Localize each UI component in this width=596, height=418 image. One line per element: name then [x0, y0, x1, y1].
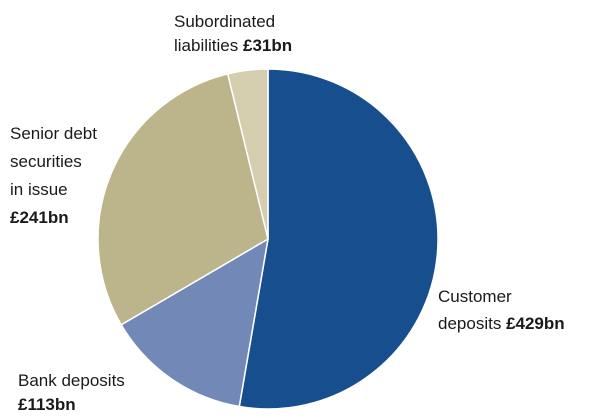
- label-bank-deposits: Bank deposits £113bn: [18, 369, 125, 417]
- label-customer-deposits: Customer deposits £429bn: [438, 283, 565, 337]
- label-line: Subordinated: [174, 12, 276, 31]
- label-senior-debt: Senior debt securities in issue £241bn: [10, 120, 97, 232]
- pie-slice-senior: [97, 73, 269, 326]
- value-label: £429bn: [506, 314, 565, 333]
- value-label: £241bn: [10, 208, 69, 227]
- value-label: £31bn: [242, 36, 293, 55]
- label-subordinated-liabilities: Subordinated liabilities £31bn: [174, 10, 292, 58]
- label-line: deposits: [438, 314, 502, 333]
- value-label: £113bn: [18, 395, 76, 414]
- label-line: securities: [10, 152, 82, 171]
- label-line: Senior debt: [10, 124, 97, 143]
- label-line: in issue: [10, 180, 68, 199]
- pie-slice-bank: [120, 238, 269, 408]
- pie-slice-sub: [226, 68, 269, 240]
- label-line: Bank deposits: [18, 371, 125, 390]
- label-line: liabilities: [174, 36, 239, 55]
- pie-slice-customer: [238, 68, 439, 410]
- label-line: Customer: [438, 287, 512, 306]
